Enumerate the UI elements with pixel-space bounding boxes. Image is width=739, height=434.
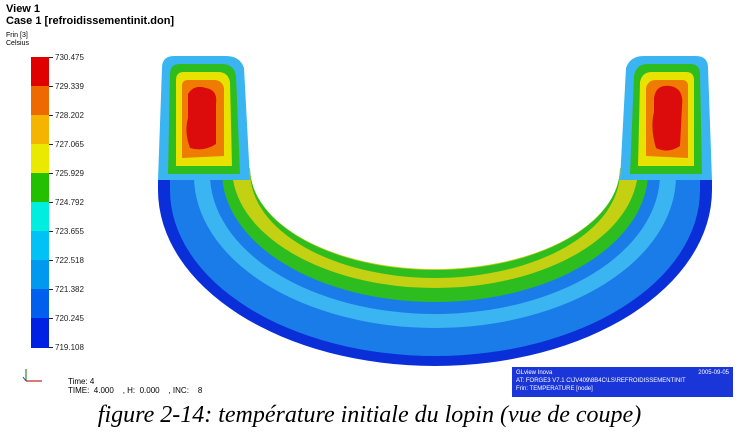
field-name: Frin [3] — [6, 32, 28, 39]
legend-value-label: 724.792 — [55, 198, 84, 207]
legend-value-label: 721.382 — [55, 285, 84, 294]
legend-tick — [49, 144, 53, 145]
legend-color-band — [31, 115, 49, 145]
right-end-block — [620, 56, 712, 180]
case-title: Case 1 [refroidissementinit.don] — [6, 15, 175, 27]
view-title: View 1 — [6, 3, 41, 15]
time-label: Time: 4 — [68, 377, 95, 386]
color-legend — [31, 57, 49, 348]
axis-triad-icon — [22, 369, 42, 382]
temperature-mesh-view[interactable] — [150, 48, 720, 366]
field-unit: Celsius — [6, 40, 29, 47]
info-panel-app: GLview Inova — [516, 370, 553, 376]
legend-color-band — [31, 231, 49, 261]
legend-color-band — [31, 173, 49, 203]
legend-tick — [49, 347, 53, 348]
legend-tick — [49, 260, 53, 261]
legend-color-band — [31, 289, 49, 319]
legend-value-label: 722.518 — [55, 256, 84, 265]
legend-value-label: 730.475 — [55, 53, 84, 62]
info-panel-field: Frin: TEMPERATURE [node] — [516, 386, 593, 392]
info-panel-path: AT: FORGE3 V7.1 C\JV409\8B4C\LS\REFROIDI… — [516, 378, 686, 384]
legend-tick — [49, 202, 53, 203]
left-end-block — [158, 56, 250, 180]
info-panel-date: 2005-09-05 — [698, 370, 729, 376]
legend-color-band — [31, 144, 49, 174]
mesh-blue-band — [170, 180, 700, 356]
legend-tick — [49, 86, 53, 87]
legend-tick — [49, 231, 53, 232]
legend-color-band — [31, 86, 49, 116]
legend-tick — [49, 289, 53, 290]
legend-color-band — [31, 260, 49, 290]
step-label: TIME: 4.000 , H: 0.000 , INC: 8 — [68, 386, 203, 395]
legend-value-label: 729.339 — [55, 82, 84, 91]
legend-color-band — [31, 57, 49, 87]
legend-tick — [49, 173, 53, 174]
legend-tick — [49, 318, 53, 319]
legend-value-label: 720.245 — [55, 314, 84, 323]
legend-value-label: 723.655 — [55, 227, 84, 236]
legend-value-label: 728.202 — [55, 111, 84, 120]
info-panel: GLview Inova 2005-09-05 AT: FORGE3 V7.1 … — [512, 367, 733, 397]
legend-tick — [49, 115, 53, 116]
legend-value-label: 727.065 — [55, 140, 84, 149]
figure-caption: figure 2-14: température initiale du lop… — [97, 402, 642, 428]
legend-value-label: 725.929 — [55, 169, 84, 178]
legend-tick — [49, 57, 53, 58]
legend-color-band — [31, 318, 49, 348]
legend-color-band — [31, 202, 49, 232]
legend-value-label: 719.108 — [55, 343, 84, 352]
